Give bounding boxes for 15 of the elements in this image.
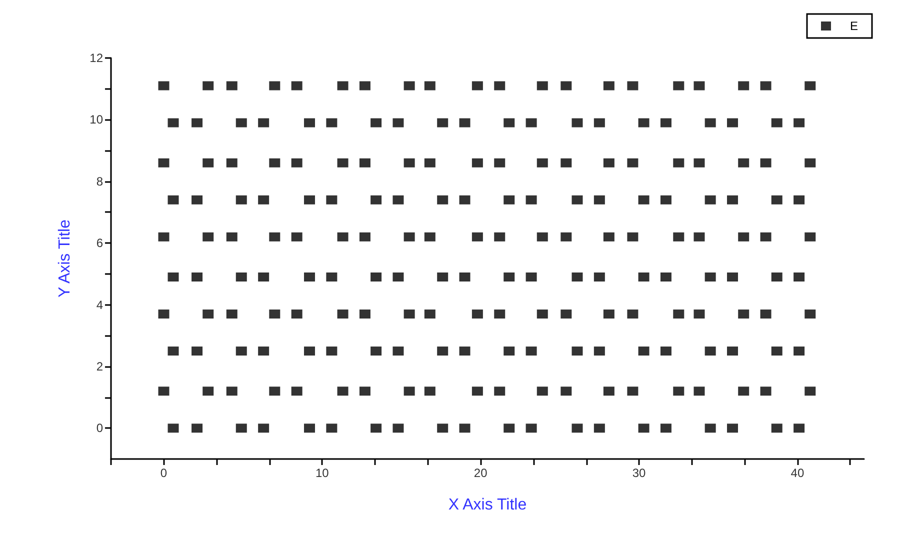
x-tick-label: 20 [474,466,488,480]
y-axis-title: Y Axis Title [56,219,74,298]
y-tick-label: 4 [96,298,104,312]
x-tick-label: 0 [160,466,168,480]
y-tick-label: 0 [96,421,104,436]
x-axis-title: X Axis Title [448,496,527,514]
legend-label: E [850,19,858,33]
y-tick-label: 2 [96,359,104,374]
x-tick-label: 30 [632,466,646,480]
y-tick-label: 12 [90,51,104,65]
y-tick-label: 6 [96,236,104,250]
x-tick-label: 10 [316,466,330,480]
y-tick-label: 10 [90,112,104,127]
y-tick-label: 8 [96,174,104,188]
x-tick-label: 40 [790,466,804,480]
